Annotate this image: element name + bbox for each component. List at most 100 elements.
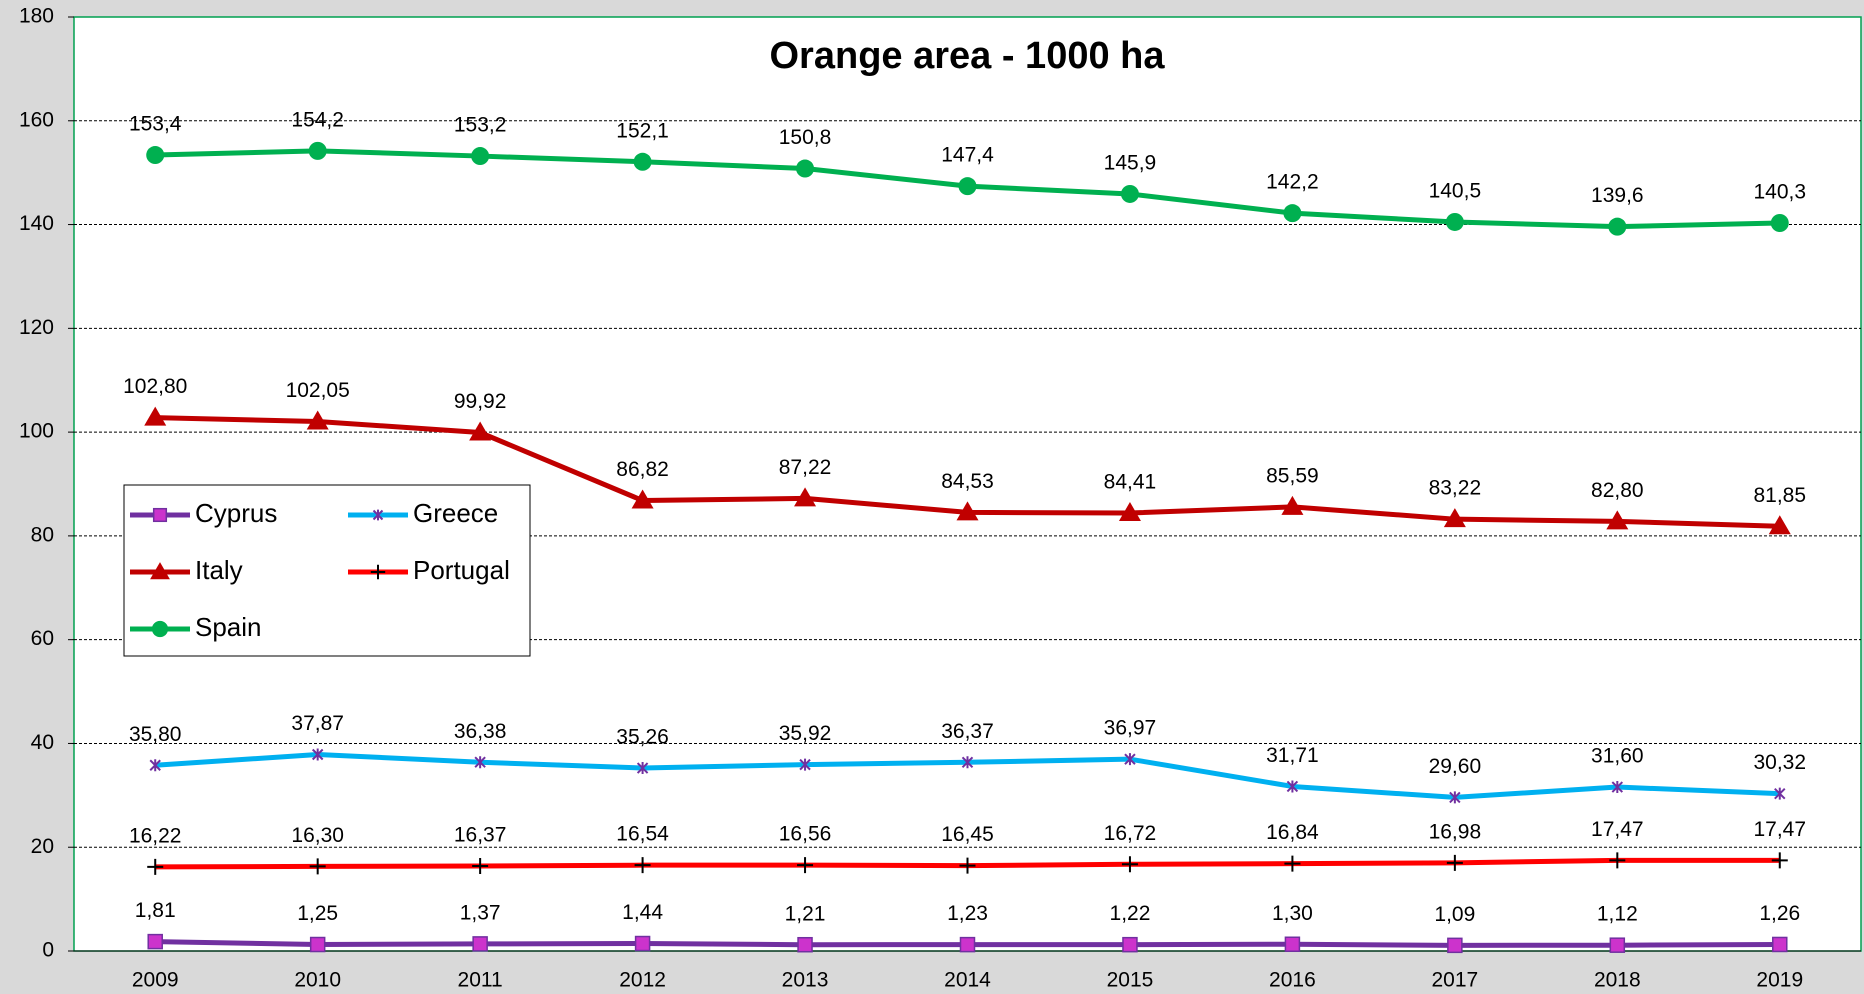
legend-label: Spain — [195, 612, 262, 642]
data-label: 16,30 — [291, 824, 344, 847]
data-label: 37,87 — [291, 712, 344, 735]
data-label: 1,25 — [297, 902, 338, 925]
x-tick-label: 2013 — [782, 969, 829, 992]
marker — [1770, 213, 1789, 232]
marker — [1284, 936, 1301, 953]
marker — [634, 857, 651, 874]
data-label: 81,85 — [1753, 484, 1806, 507]
marker — [1449, 791, 1461, 804]
data-label: 17,47 — [1753, 818, 1806, 841]
marker — [1447, 937, 1463, 954]
data-label: 35,80 — [129, 723, 182, 746]
y-tick-label: 40 — [31, 731, 54, 754]
marker — [1608, 217, 1627, 236]
data-label: 16,37 — [454, 824, 507, 847]
data-label: 1,37 — [460, 901, 501, 924]
data-label: 1,30 — [1272, 902, 1313, 925]
marker — [472, 936, 488, 952]
data-label: 153,4 — [129, 113, 182, 136]
legend-label: Cyprus — [195, 498, 277, 528]
marker — [797, 857, 814, 874]
marker — [370, 564, 386, 580]
legend — [123, 484, 531, 657]
data-label: 99,92 — [454, 390, 507, 413]
x-tick-label: 2018 — [1594, 969, 1641, 992]
marker — [1768, 515, 1791, 535]
marker — [311, 748, 324, 761]
marker — [1771, 852, 1788, 869]
data-label: 1,81 — [135, 899, 176, 922]
data-label: 102,80 — [123, 375, 187, 398]
legend-label: Italy — [195, 555, 243, 585]
data-label: 145,9 — [1104, 151, 1157, 174]
marker — [308, 141, 327, 160]
data-label: 16,98 — [1429, 820, 1482, 843]
x-tick-label: 2016 — [1269, 969, 1316, 992]
marker — [794, 487, 817, 507]
marker — [144, 406, 167, 426]
chart-title: Orange area - 1000 ha — [770, 35, 1166, 77]
marker — [633, 152, 652, 171]
data-label: 86,82 — [616, 458, 669, 481]
data-label: 1,09 — [1434, 903, 1475, 926]
y-tick-label: 20 — [31, 835, 54, 858]
marker — [1774, 787, 1786, 800]
data-label: 140,3 — [1753, 181, 1806, 204]
data-label: 139,6 — [1591, 184, 1644, 207]
data-label: 140,5 — [1429, 180, 1482, 203]
data-label: 142,2 — [1266, 171, 1319, 194]
marker — [959, 936, 976, 953]
data-label: 30,32 — [1753, 751, 1806, 774]
marker — [149, 759, 161, 772]
data-label: 85,59 — [1266, 464, 1319, 487]
marker — [959, 857, 976, 874]
marker — [1606, 510, 1629, 530]
data-label: 16,72 — [1104, 822, 1157, 845]
data-label: 36,38 — [454, 720, 507, 743]
data-label: 36,97 — [1104, 717, 1157, 740]
data-label: 147,4 — [941, 144, 994, 167]
data-label: 152,1 — [616, 119, 669, 142]
marker — [1283, 204, 1302, 223]
marker — [631, 489, 654, 509]
marker — [309, 936, 326, 953]
marker — [1121, 856, 1138, 873]
data-label: 1,22 — [1110, 902, 1151, 925]
marker — [1281, 495, 1304, 515]
data-label: 1,26 — [1759, 902, 1800, 925]
marker — [1120, 184, 1139, 203]
marker — [956, 501, 979, 521]
x-tick-label: 2014 — [944, 969, 991, 992]
y-tick-label: 180 — [19, 5, 54, 28]
marker — [1286, 780, 1299, 793]
marker — [636, 762, 649, 775]
marker — [961, 756, 974, 769]
data-label: 1,23 — [947, 902, 988, 925]
marker — [1611, 781, 1624, 794]
marker — [958, 177, 977, 196]
marker — [1609, 937, 1626, 953]
y-tick-label: 0 — [42, 939, 54, 962]
marker — [474, 756, 486, 769]
data-label: 16,22 — [129, 824, 182, 847]
x-tick-label: 2011 — [458, 969, 503, 992]
data-label: 1,21 — [785, 902, 826, 925]
marker — [1446, 854, 1463, 871]
data-label: 29,60 — [1429, 755, 1482, 778]
marker — [150, 562, 170, 580]
marker — [147, 858, 164, 875]
marker — [1118, 502, 1141, 522]
y-tick-label: 160 — [19, 108, 54, 131]
marker — [1122, 936, 1138, 953]
data-label: 1,44 — [622, 901, 663, 924]
marker — [471, 147, 490, 166]
x-tick-label: 2015 — [1107, 969, 1154, 992]
data-label: 35,26 — [616, 726, 669, 749]
data-label: 35,92 — [779, 722, 832, 745]
data-label: 16,54 — [616, 823, 669, 846]
marker — [151, 620, 169, 638]
marker — [1609, 852, 1626, 869]
marker — [796, 159, 815, 178]
x-tick-label: 2010 — [294, 969, 341, 992]
